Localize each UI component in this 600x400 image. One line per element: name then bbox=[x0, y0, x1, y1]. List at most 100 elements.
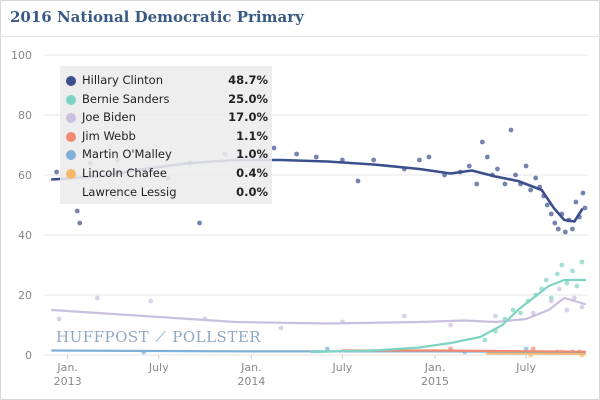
poll-point bbox=[510, 307, 516, 313]
poll-point bbox=[74, 208, 80, 214]
legend-value: 25.0% bbox=[228, 91, 268, 106]
poll-point bbox=[271, 145, 277, 151]
poll-point bbox=[355, 178, 361, 184]
poll-point bbox=[530, 310, 536, 316]
legend-swatch-icon bbox=[66, 113, 76, 124]
poll-point bbox=[569, 226, 575, 232]
legend-item[interactable]: Joe Biden 17.0% bbox=[66, 109, 268, 127]
poll-point bbox=[474, 181, 480, 187]
legend-item[interactable]: Hillary Clinton 48.7% bbox=[66, 72, 268, 90]
legend-name: Bernie Sanders bbox=[82, 91, 170, 106]
poll-point bbox=[582, 205, 588, 211]
poll-point bbox=[401, 313, 407, 319]
poll-point bbox=[579, 259, 585, 265]
poll-point bbox=[564, 307, 570, 313]
legend-name: Joe Biden bbox=[82, 110, 136, 125]
title-divider bbox=[0, 36, 600, 37]
legend-value: 17.0% bbox=[228, 110, 268, 125]
poll-point bbox=[94, 295, 100, 301]
poll-point bbox=[294, 151, 300, 157]
poll-point bbox=[573, 199, 579, 205]
legend-item[interactable]: Jim Webb 1.1% bbox=[66, 128, 268, 146]
legend-swatch-icon bbox=[66, 169, 76, 179]
poll-point bbox=[554, 271, 560, 277]
legend-name: Hillary Clinton bbox=[82, 73, 164, 87]
poll-point bbox=[313, 154, 319, 160]
poll-point bbox=[324, 346, 330, 352]
poll-point bbox=[54, 169, 59, 175]
poll-point bbox=[533, 175, 539, 181]
poll-point bbox=[552, 220, 558, 226]
legend-name: Jim Webb bbox=[82, 128, 136, 143]
poll-point bbox=[518, 310, 523, 316]
x-tick-label: July bbox=[148, 361, 169, 374]
legend-item[interactable]: Lawrence Lessig 0.0% bbox=[66, 184, 268, 202]
trend-line bbox=[51, 296, 587, 325]
watermark-left: HUFFPOST bbox=[56, 328, 150, 346]
legend-value: 0.4% bbox=[236, 166, 268, 180]
poll-point bbox=[562, 229, 568, 235]
poll-point bbox=[569, 268, 575, 274]
poll-point bbox=[466, 163, 472, 169]
y-tick-label: 60 bbox=[18, 169, 32, 182]
poll-point bbox=[580, 190, 586, 196]
poll-point bbox=[513, 172, 518, 178]
poll-point bbox=[77, 220, 83, 226]
poll-point bbox=[543, 277, 549, 283]
poll-point bbox=[572, 295, 577, 301]
legend-value: 1.0% bbox=[236, 147, 268, 162]
x-tick-label: Jan. bbox=[424, 361, 445, 374]
poll-point bbox=[555, 226, 561, 232]
watermark-right: POLLSTER bbox=[172, 328, 262, 346]
y-tick-label: 80 bbox=[18, 109, 32, 122]
x-tick-year-label: 2015 bbox=[421, 375, 449, 388]
y-tick-label: 20 bbox=[18, 289, 32, 302]
legend: Hillary Clinton 48.7% Bernie Sanders 25.0% J… bbox=[60, 66, 272, 204]
y-tick-label: 100 bbox=[11, 49, 32, 62]
page-title: 2016 National Democratic Primary bbox=[10, 8, 304, 26]
poll-point bbox=[197, 220, 202, 226]
legend-item[interactable]: Bernie Sanders 25.0% bbox=[66, 91, 268, 109]
poll-point bbox=[579, 304, 585, 310]
poll-point bbox=[479, 139, 485, 145]
legend-value: 0.0% bbox=[236, 184, 268, 199]
legend-value: 1.1% bbox=[236, 128, 268, 143]
poll-point bbox=[56, 316, 62, 322]
x-tick-label: July bbox=[515, 361, 536, 374]
legend-swatch-icon bbox=[66, 188, 76, 198]
x-tick-year-label: 2013 bbox=[54, 375, 82, 388]
checkmark-swoosh-icon: ⟋ bbox=[155, 328, 167, 346]
poll-point bbox=[448, 322, 454, 328]
x-tick-label: July bbox=[332, 361, 353, 374]
poll-point bbox=[508, 127, 514, 133]
legend-name: Lincoln Chafee bbox=[82, 166, 167, 180]
poll-point bbox=[493, 313, 498, 319]
legend-swatch-icon bbox=[66, 76, 76, 86]
poll-point bbox=[484, 154, 490, 160]
y-tick-label: 40 bbox=[18, 229, 32, 242]
poll-point bbox=[574, 283, 580, 289]
legend-name: Lawrence Lessig bbox=[82, 184, 177, 199]
poll-point bbox=[544, 202, 550, 208]
legend-swatch-icon bbox=[66, 94, 76, 105]
poll-point bbox=[523, 163, 529, 169]
x-tick-label: Jan. bbox=[240, 361, 261, 374]
poll-point bbox=[426, 154, 432, 160]
poll-point bbox=[278, 325, 284, 331]
poll-point bbox=[495, 166, 500, 172]
poll-point bbox=[148, 298, 154, 304]
watermark: HUFFPOST ⟋ POLLSTER bbox=[56, 328, 261, 346]
legend-item[interactable]: Lincoln Chafee 0.4% bbox=[66, 165, 268, 183]
y-tick-label: 0 bbox=[25, 349, 32, 362]
poll-point bbox=[548, 211, 554, 217]
legend-item[interactable]: Martin O'Malley 1.0% bbox=[66, 146, 268, 164]
poll-point bbox=[556, 286, 562, 292]
poll-point bbox=[559, 262, 565, 268]
x-tick-year-label: 2014 bbox=[237, 375, 265, 388]
x-tick-label: Jan. bbox=[56, 361, 77, 374]
poll-point bbox=[502, 181, 508, 187]
legend-swatch-icon bbox=[66, 150, 76, 161]
poll-point bbox=[371, 157, 377, 163]
